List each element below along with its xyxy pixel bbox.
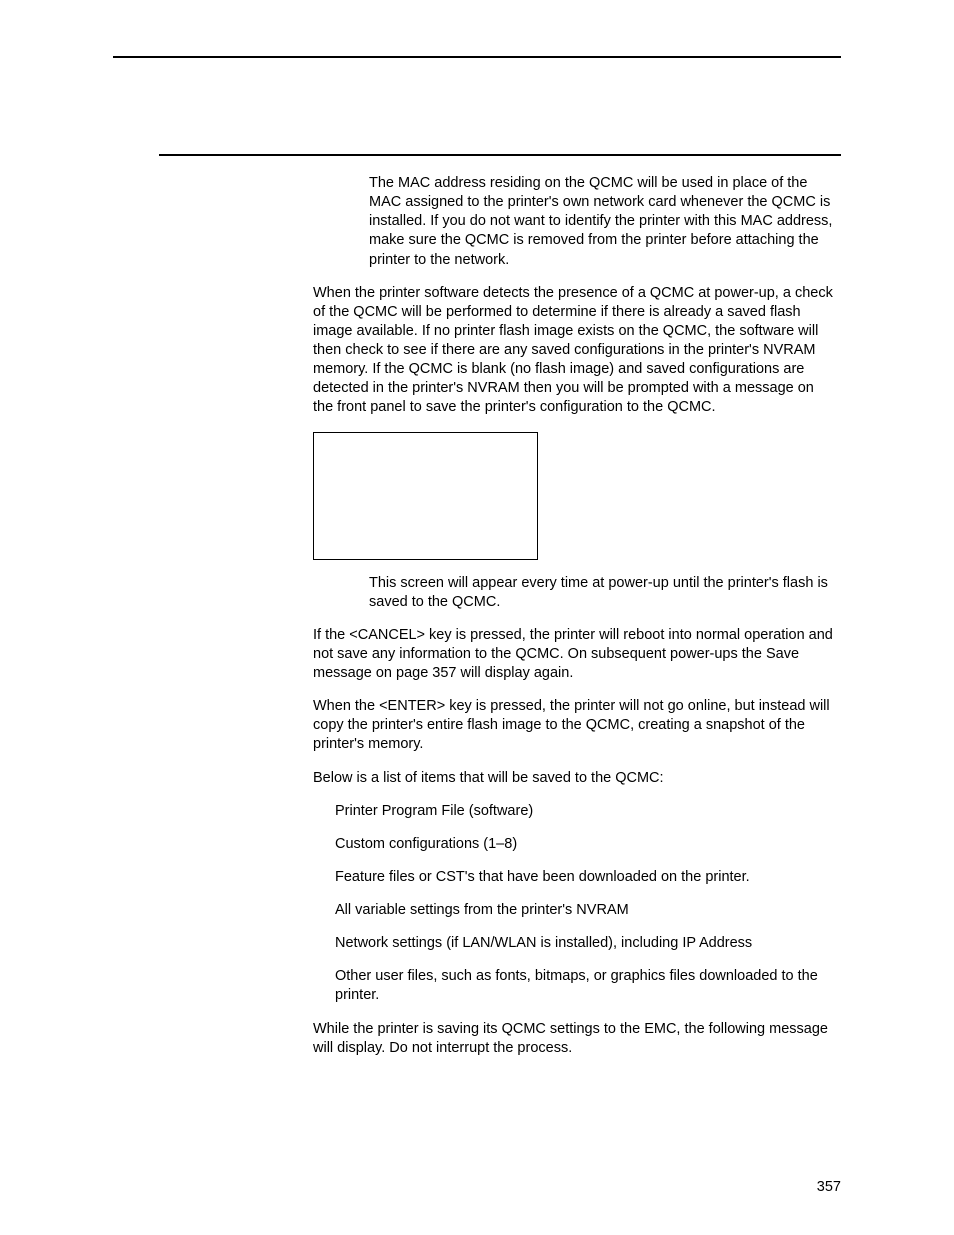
top-horizontal-rule	[113, 56, 841, 58]
body-paragraph-1: When the printer software detects the pr…	[313, 284, 833, 418]
saved-items-list: Printer Program File (software) Custom c…	[335, 802, 833, 1006]
body-paragraph-2: If the <CANCEL> key is pressed, the prin…	[313, 626, 833, 683]
list-item: Custom configurations (1–8)	[335, 835, 833, 854]
page-number: 357	[817, 1179, 841, 1195]
note-paragraph-2: This screen will appear every time at po…	[369, 574, 833, 612]
section-horizontal-rule	[159, 154, 841, 156]
page: The MAC address residing on the QCMC wil…	[0, 0, 954, 1235]
content-area: The MAC address residing on the QCMC wil…	[313, 174, 833, 1058]
list-item: Feature files or CST's that have been do…	[335, 868, 833, 887]
body-paragraph-3: When the <ENTER> key is pressed, the pri…	[313, 697, 833, 754]
body-paragraph-5: While the printer is saving its QCMC set…	[313, 1020, 833, 1058]
display-placeholder-box	[313, 432, 538, 560]
list-item: All variable settings from the printer's…	[335, 901, 833, 920]
list-item: Other user files, such as fonts, bitmaps…	[335, 967, 833, 1005]
list-item: Network settings (if LAN/WLAN is install…	[335, 934, 833, 953]
note-paragraph-1: The MAC address residing on the QCMC wil…	[369, 174, 833, 270]
body-paragraph-4: Below is a list of items that will be sa…	[313, 769, 833, 788]
list-item: Printer Program File (software)	[335, 802, 833, 821]
